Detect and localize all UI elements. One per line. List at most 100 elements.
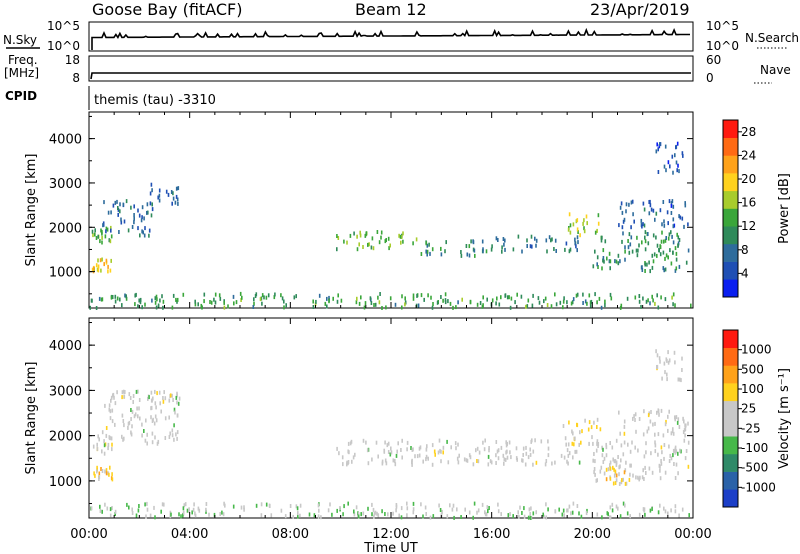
power-echo-cell	[550, 304, 553, 309]
velocity-echo-cell	[521, 511, 523, 515]
velocity-echo-cell	[398, 513, 400, 518]
power-echo-cell	[664, 144, 667, 149]
velocity-echo-cell	[137, 389, 139, 394]
velocity-echo-cell	[667, 350, 669, 355]
power-echo-cell	[146, 202, 149, 207]
velocity-echo-cell	[603, 471, 606, 476]
velocity-echo-cell	[572, 431, 574, 436]
power-echo-cell	[672, 217, 675, 222]
velocity-echo-cell	[505, 450, 507, 455]
velocity-echo-cell	[500, 445, 503, 450]
power-echo-cell	[144, 302, 146, 307]
velocity-colorbar-tick-label: 25	[741, 402, 756, 416]
velocity-echo-cell	[558, 507, 560, 512]
velocity-echo-cell	[154, 414, 157, 419]
velocity-echo-cell	[623, 470, 626, 475]
power-echo-cell	[545, 238, 548, 243]
velocity-echo-cell	[377, 454, 379, 459]
velocity-echo-cell	[482, 440, 484, 445]
velocity-frame	[88, 317, 694, 519]
velocity-echo-cell	[110, 398, 112, 403]
power-echo-cell	[105, 229, 107, 234]
power-echo-cell	[346, 240, 348, 245]
velocity-echo-cell	[572, 455, 574, 460]
velocity-echo-cell	[96, 446, 99, 451]
power-echo-cell	[144, 226, 146, 231]
power-echo-cell	[624, 245, 626, 250]
velocity-echo-cell	[188, 507, 190, 512]
power-echo-cell	[118, 230, 120, 234]
power-echo-cell	[452, 305, 454, 310]
freq-tick-bottom-right: 0	[706, 71, 714, 85]
power-echo-cell	[420, 252, 423, 256]
velocity-echo-cell	[603, 456, 606, 461]
velocity-echo-cell	[503, 457, 506, 462]
velocity-echo-cell	[453, 515, 455, 520]
power-echo-cell	[139, 300, 142, 305]
power-echo-cell	[141, 305, 143, 310]
power-echo-cell	[555, 249, 557, 253]
power-echo-cell	[592, 264, 595, 269]
velocity-echo-cell	[395, 453, 398, 458]
velocity-echo-cell	[660, 459, 662, 463]
velocity-echo-cell	[299, 513, 301, 518]
velocity-echo-cell	[130, 408, 132, 412]
velocity-echo-cell	[615, 462, 618, 467]
velocity-echo-cell	[331, 512, 333, 517]
power-echo-cell	[337, 236, 340, 240]
power-echo-cell	[389, 296, 392, 301]
power-echo-cell	[400, 235, 403, 239]
velocity-echo-cell	[240, 505, 243, 510]
power-echo-cell	[157, 303, 160, 308]
power-echo-cell	[664, 297, 667, 302]
power-echo-cell	[137, 304, 139, 309]
velocity-echo-cell	[593, 420, 595, 425]
power-echo-cell	[516, 292, 518, 297]
velocity-echo-cell	[205, 507, 207, 512]
power-echo-cell	[252, 305, 255, 309]
velocity-echo-cell	[638, 417, 641, 421]
velocity-echo-cell	[180, 514, 182, 519]
velocity-echo-cell	[105, 426, 108, 430]
power-echo-cell	[362, 245, 364, 249]
power-echo-cell	[671, 234, 673, 239]
velocity-echo-cell	[178, 396, 181, 401]
velocity-echo-cell	[94, 473, 96, 478]
power-echo-cell	[521, 249, 523, 254]
velocity-echo-cell	[169, 393, 172, 398]
power-echo-cell	[495, 301, 497, 306]
power-echo-cell	[509, 305, 512, 310]
velocity-echo-cell	[614, 459, 617, 464]
power-echo-cell	[460, 250, 462, 254]
power-echo-cell	[412, 296, 415, 301]
velocity-echo-cell	[121, 434, 123, 439]
velocity-echo-cell	[93, 471, 95, 476]
velocity-echo-cell	[554, 460, 556, 465]
velocity-echo-cell	[638, 512, 641, 517]
velocity-echo-cell	[351, 459, 353, 464]
power-echo-cell	[576, 218, 579, 223]
freq-panel: Freq. [MHz] 18 8 60 0 Nave	[4, 53, 791, 85]
velocity-echo-cell	[163, 502, 165, 507]
velocity-echo-cell	[155, 418, 158, 423]
power-echo-cell	[672, 240, 675, 245]
power-echo-cell	[690, 303, 692, 308]
velocity-echo-cell	[431, 462, 434, 467]
power-echo-cell	[332, 296, 334, 301]
velocity-echo-cell	[568, 420, 570, 425]
velocity-echo-cell	[678, 513, 680, 518]
velocity-echo-cell	[439, 448, 441, 453]
power-echo-cell	[530, 234, 533, 239]
power-echo-cell	[119, 202, 121, 207]
power-echo-cell	[110, 258, 112, 263]
power-echo-cell	[110, 210, 112, 215]
nsky-tick-bottom-left: 10^0	[47, 39, 80, 53]
velocity-echo-cell	[243, 507, 245, 512]
power-echo-cell	[546, 249, 548, 254]
velocity-echo-cell	[191, 510, 193, 515]
velocity-echo-cell	[674, 415, 676, 420]
velocity-echo-cell	[381, 459, 384, 464]
velocity-echo-cell	[265, 502, 268, 507]
power-echo-cell	[465, 244, 468, 248]
velocity-echo-cell	[677, 451, 679, 456]
